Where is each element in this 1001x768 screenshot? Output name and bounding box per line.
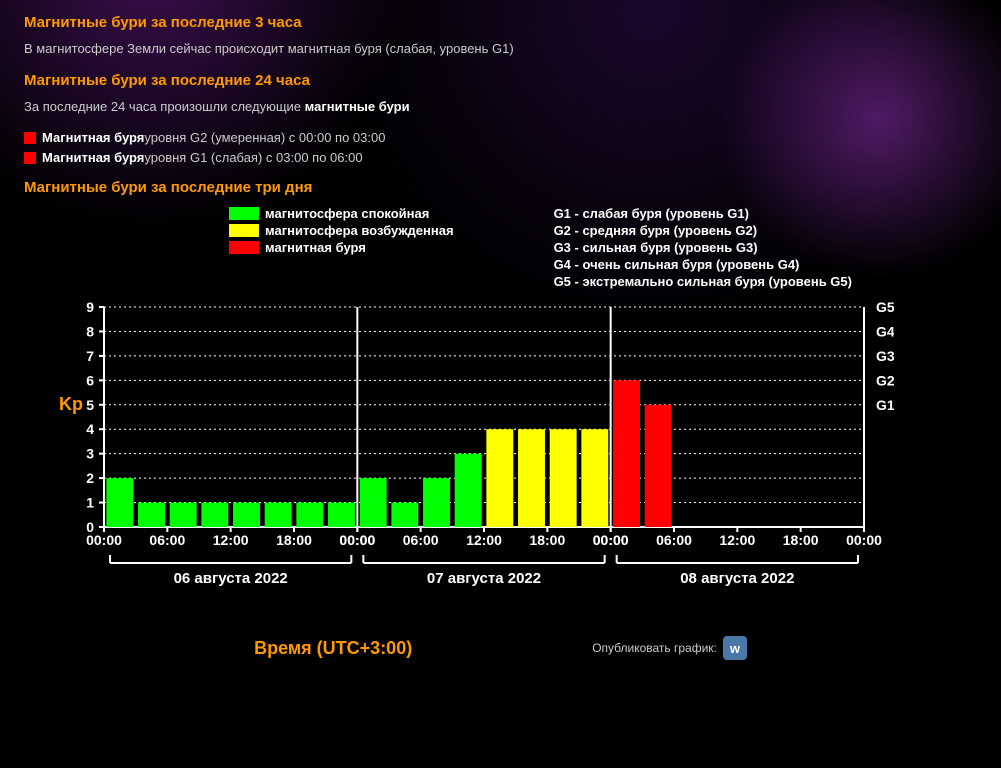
legend-color-icon: [229, 224, 259, 237]
svg-text:G4: G4: [876, 323, 894, 339]
svg-text:2: 2: [86, 470, 94, 486]
legend-g-level: G3 - сильная буря (уровень G3): [554, 240, 852, 255]
svg-text:4: 4: [86, 421, 94, 437]
svg-text:6: 6: [86, 372, 94, 388]
legend-g-level: G1 - слабая буря (уровень G1): [554, 206, 852, 221]
chart-container: магнитосфера спокойная магнитосфера возбу…: [24, 206, 977, 660]
svg-text:8: 8: [86, 323, 94, 339]
svg-text:00:00: 00:00: [86, 532, 122, 548]
svg-text:18:00: 18:00: [783, 532, 819, 548]
legend-item: магнитная буря: [229, 240, 454, 255]
svg-text:00:00: 00:00: [593, 532, 629, 548]
svg-text:00:00: 00:00: [846, 532, 882, 548]
svg-text:00:00: 00:00: [339, 532, 375, 548]
svg-text:07 августа 2022: 07 августа 2022: [427, 570, 541, 587]
section-24h-title: Магнитные бури за последние 24 часа: [24, 72, 977, 89]
svg-text:1: 1: [86, 495, 94, 511]
svg-text:5: 5: [86, 397, 94, 413]
section-3h-title: Магнитные бури за последние 3 часа: [24, 14, 977, 31]
svg-text:06:00: 06:00: [403, 532, 439, 548]
svg-text:G1: G1: [876, 397, 894, 413]
section-3h-subtitle: В магнитосфере Земли сейчас происходит м…: [24, 41, 977, 56]
svg-text:Kp: Kp: [59, 394, 83, 414]
svg-text:G3: G3: [876, 348, 894, 364]
time-zone-label: Время (UTC+3:00): [254, 638, 412, 659]
legend-left: магнитосфера спокойная магнитосфера возбу…: [229, 206, 454, 291]
svg-text:06:00: 06:00: [149, 532, 185, 548]
svg-text:18:00: 18:00: [529, 532, 565, 548]
svg-text:3: 3: [86, 446, 94, 462]
svg-text:06 августа 2022: 06 августа 2022: [174, 570, 288, 587]
svg-text:12:00: 12:00: [466, 532, 502, 548]
svg-text:9: 9: [86, 299, 94, 315]
legend-g-level: G5 - экстремально сильная буря (уровень …: [554, 274, 852, 289]
legend-right: G1 - слабая буря (уровень G1) G2 - средня…: [554, 206, 852, 291]
legend-item: магнитосфера возбужденная: [229, 223, 454, 238]
publish-label: Опубликовать график:: [592, 641, 717, 655]
kp-chart: 0123456789KpG5G4G3G2G100:0006:0012:0018:…: [24, 297, 977, 632]
storm-color-icon: [24, 152, 36, 164]
svg-text:18:00: 18:00: [276, 532, 312, 548]
svg-text:12:00: 12:00: [719, 532, 755, 548]
section-3d-title: Магнитные бури за последние три дня: [24, 179, 977, 196]
storm-color-icon: [24, 132, 36, 144]
legend-color-icon: [229, 207, 259, 220]
svg-text:08 августа 2022: 08 августа 2022: [680, 570, 794, 587]
legend-g-level: G4 - очень сильная буря (уровень G4): [554, 257, 852, 272]
section-24h-subtitle: За последние 24 часа произошли следующие…: [24, 99, 977, 114]
legend-color-icon: [229, 241, 259, 254]
storms-24h-list: Магнитная буря уровня G2 (умеренная) с 0…: [24, 130, 977, 165]
svg-text:7: 7: [86, 348, 94, 364]
svg-text:G2: G2: [876, 372, 894, 388]
svg-text:06:00: 06:00: [656, 532, 692, 548]
legend-item: магнитосфера спокойная: [229, 206, 454, 221]
svg-text:G5: G5: [876, 299, 894, 315]
legend-g-level: G2 - средняя буря (уровень G2): [554, 223, 852, 238]
storm-row: Магнитная буря уровня G1 (слабая) с 03:0…: [24, 150, 977, 165]
vk-icon[interactable]: w: [723, 636, 747, 660]
storm-row: Магнитная буря уровня G2 (умеренная) с 0…: [24, 130, 977, 145]
svg-text:12:00: 12:00: [213, 532, 249, 548]
